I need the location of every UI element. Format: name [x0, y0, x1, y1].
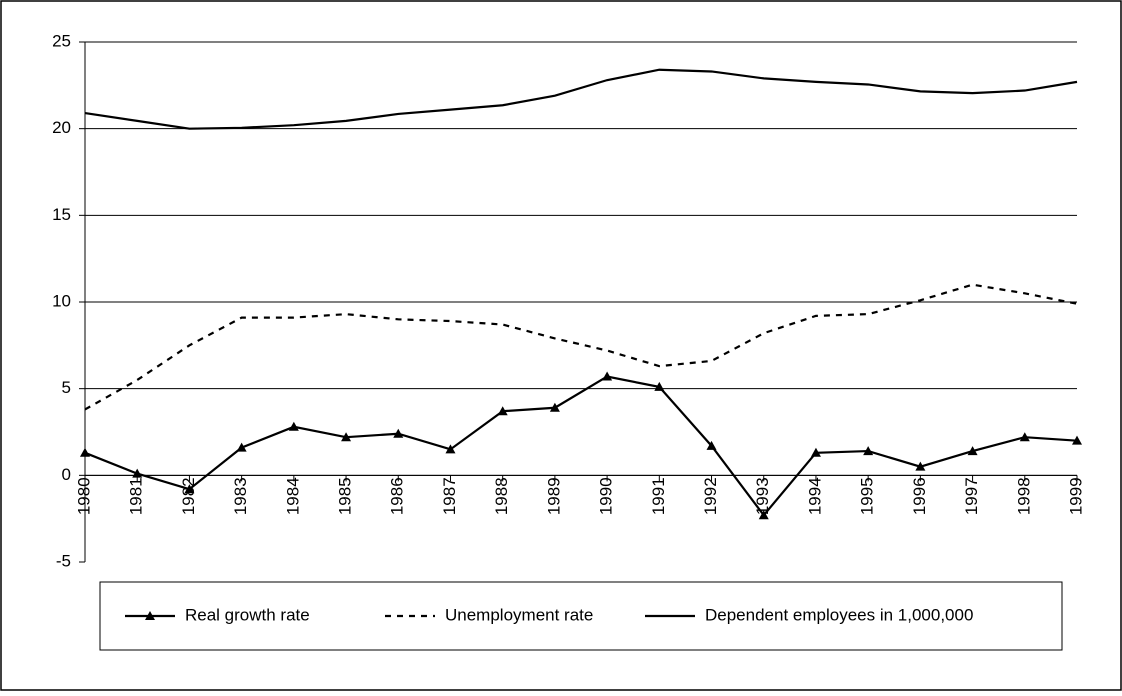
point-marker: [706, 440, 717, 450]
x-tick-label: 1996: [910, 477, 929, 515]
x-tick-label: 1985: [336, 477, 355, 515]
x-tick-label: 1990: [597, 477, 616, 515]
point-marker: [915, 461, 926, 471]
x-tick-label: 1984: [283, 477, 302, 515]
x-tick-label: 1989: [544, 477, 563, 515]
y-tick-label: 5: [62, 378, 71, 397]
legend-label: Unemployment rate: [445, 605, 593, 624]
legend-label: Dependent employees in 1,000,000: [705, 605, 973, 624]
point-marker: [80, 447, 90, 457]
x-tick-label: 1983: [231, 477, 250, 515]
y-tick-label: 10: [52, 291, 71, 310]
y-tick-label: -5: [56, 551, 71, 570]
point-marker: [549, 402, 560, 412]
y-tick-label: 0: [62, 465, 71, 484]
point-marker: [236, 442, 247, 452]
legend-box: [99, 581, 1063, 651]
point-marker: [341, 432, 352, 442]
x-tick-label: 1988: [492, 477, 511, 515]
y-tick-label: 20: [52, 118, 71, 137]
y-tick-label: 25: [52, 31, 71, 50]
x-tick-label: 1998: [1014, 477, 1033, 515]
x-tick-label: 1980: [74, 477, 93, 515]
x-tick-label: 1993: [753, 477, 772, 515]
x-tick-label: 1997: [962, 477, 981, 515]
x-tick-label: 1982: [179, 477, 198, 515]
point-marker: [602, 371, 613, 381]
point-marker: [132, 468, 143, 478]
x-tick-label: 1987: [440, 477, 459, 515]
point-marker: [654, 381, 665, 391]
point-marker: [1019, 432, 1030, 442]
x-tick-label: 1995: [858, 477, 877, 515]
point-marker: [758, 510, 769, 520]
x-tick-label: 1994: [805, 477, 824, 515]
x-tick-label: 1991: [649, 477, 668, 515]
legend-label: Real growth rate: [185, 605, 310, 624]
point-marker: [863, 446, 874, 456]
point-marker: [288, 421, 299, 431]
point-marker: [445, 444, 456, 454]
y-tick-label: 15: [52, 205, 71, 224]
legend-marker: [145, 611, 155, 620]
point-marker: [497, 406, 508, 416]
series-line: [84, 283, 1078, 411]
point-marker: [810, 447, 821, 457]
point-marker: [1072, 435, 1082, 445]
point-marker: [393, 428, 404, 438]
x-tick-label: 1992: [701, 477, 720, 515]
point-marker: [184, 484, 195, 494]
x-tick-label: 1999: [1066, 477, 1085, 515]
series-line: [84, 375, 1078, 517]
series-line: [84, 68, 1078, 130]
x-tick-label: 1981: [127, 477, 146, 515]
x-tick-label: 1986: [388, 477, 407, 515]
point-marker: [967, 446, 978, 456]
